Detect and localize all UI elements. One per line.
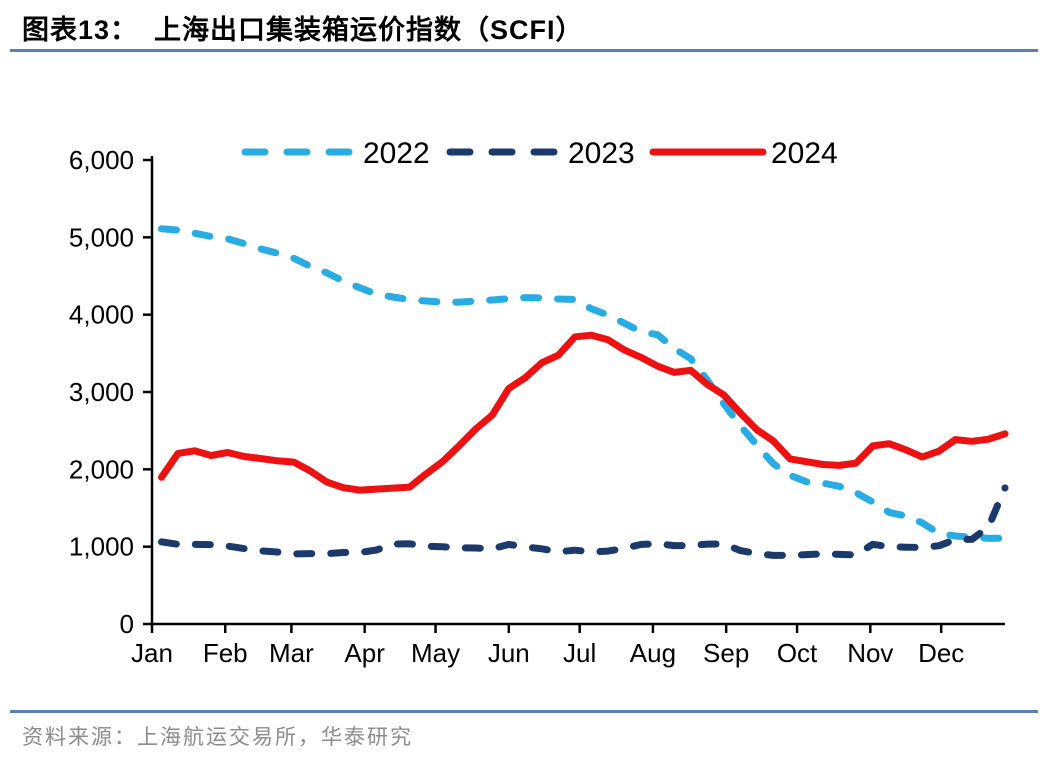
source-note: 资料来源：上海航运交易所，华泰研究 — [22, 725, 413, 749]
footer-divider — [10, 710, 1038, 713]
x-axis-label: Apr — [344, 638, 385, 668]
y-axis-label: 0 — [120, 609, 134, 639]
y-axis-label: 5,000 — [69, 222, 134, 252]
page-title: 上海出口集装箱运价指数（SCFI） — [154, 15, 584, 45]
y-axis-label: 6,000 — [69, 145, 134, 175]
x-axis-label: Mar — [269, 638, 314, 668]
y-axis-label: 2,000 — [69, 454, 134, 484]
series-line-2023 — [158, 484, 1009, 559]
legend-label-2024: 2024 — [771, 137, 838, 170]
x-axis-label: Aug — [630, 638, 676, 668]
x-axis-label: Jan — [131, 638, 173, 668]
x-axis-label: Oct — [777, 638, 818, 668]
x-axis-label: Jul — [563, 638, 596, 668]
x-axis-label: Jun — [488, 638, 530, 668]
x-axis-label: Feb — [203, 638, 248, 668]
x-axis-label: Sep — [703, 638, 749, 668]
y-axis-label: 1,000 — [69, 532, 134, 562]
y-axis-label: 4,000 — [69, 300, 134, 330]
x-axis-label: May — [411, 638, 460, 668]
series-line-2022 — [158, 225, 1009, 542]
x-axis-label: Nov — [847, 638, 893, 668]
figure-label: 图表13： — [22, 15, 139, 45]
legend-label-2022: 2022 — [363, 137, 430, 170]
legend-label-2023: 2023 — [568, 137, 635, 170]
y-axis-label: 3,000 — [69, 377, 134, 407]
series-line-2024 — [158, 331, 1009, 494]
chart-header: 图表13： 上海出口集装箱运价指数（SCFI） — [22, 8, 584, 47]
title-divider — [10, 49, 1038, 52]
x-axis-label: Dec — [918, 638, 964, 668]
